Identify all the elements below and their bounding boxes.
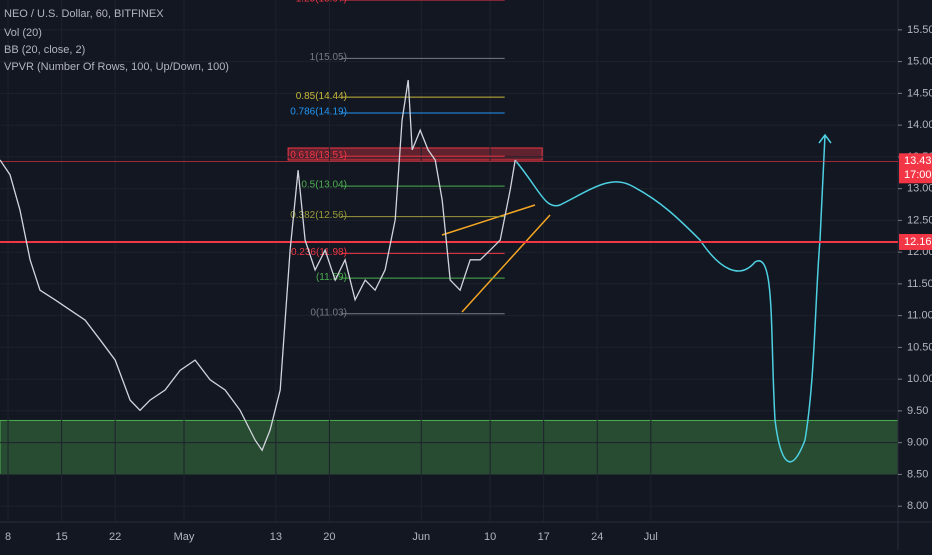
fib-label: 0.382(12.56) xyxy=(290,210,347,221)
fib-label: 0.786(14.19) xyxy=(290,107,347,118)
support-zone xyxy=(0,419,899,475)
projection-drawing xyxy=(514,133,832,463)
fib-label: 1.25(15.97) xyxy=(296,0,347,5)
y-tick-label: 9.00 xyxy=(907,437,928,449)
y-tick-label: 15.00 xyxy=(907,56,932,68)
x-tick-label: 17 xyxy=(538,531,550,543)
x-tick-label: 22 xyxy=(109,531,121,543)
fib-label: 0(11.03) xyxy=(310,307,347,318)
fib-label: 1(15.05) xyxy=(310,52,347,63)
y-tick-label: 8.00 xyxy=(907,500,928,512)
y-tick-label: 10.00 xyxy=(907,373,932,385)
x-tick-label: 24 xyxy=(591,531,603,543)
y-tick-label: 14.00 xyxy=(907,119,932,131)
fib-label: 0.236(11.98) xyxy=(291,247,347,258)
y-tick-label: 11.50 xyxy=(907,278,932,290)
y-tick-label: 14.50 xyxy=(907,87,932,99)
wedge-drawing xyxy=(441,204,551,313)
price-series xyxy=(0,79,516,452)
price-badge xyxy=(899,233,932,250)
fib-label: 0.5(13.04) xyxy=(301,180,347,191)
y-tick-label: 10.50 xyxy=(907,341,932,353)
countdown-label: 17:00 xyxy=(904,169,932,181)
price-badge-label: 12.16 xyxy=(904,236,932,248)
y-tick-label: 11.00 xyxy=(907,310,932,322)
fib-label: 0.85(14.44) xyxy=(296,91,347,102)
y-tick-label: 9.50 xyxy=(907,405,928,417)
price-badge xyxy=(899,153,932,184)
y-tick-label: 8.50 xyxy=(907,468,928,480)
indicator-label: Vol (20) xyxy=(4,27,42,39)
x-tick-label: 13 xyxy=(270,531,282,543)
title: NEO / U.S. Dollar, 60, BITFINEX xyxy=(4,8,164,20)
x-tick-label: Jul xyxy=(644,531,658,543)
indicator-label: VPVR (Number Of Rows, 100, Up/Down, 100) xyxy=(4,61,229,73)
y-tick-label: 13.00 xyxy=(907,183,932,195)
x-tick-label: May xyxy=(174,531,195,543)
y-tick-label: 12.50 xyxy=(907,214,932,226)
fib-label: (11.59) xyxy=(316,272,347,283)
y-tick-label: 15.50 xyxy=(907,24,932,36)
x-tick-label: 15 xyxy=(55,531,67,543)
fib-label: 0.618(13.51) xyxy=(290,150,347,161)
x-tick-label: Jun xyxy=(412,531,430,543)
price-badge-label: 13.43 xyxy=(904,155,932,167)
indicator-label: BB (20, close, 2) xyxy=(4,44,85,56)
x-tick-label: 10 xyxy=(484,531,496,543)
x-tick-label: 8 xyxy=(5,531,11,543)
x-tick-label: 20 xyxy=(323,531,335,543)
